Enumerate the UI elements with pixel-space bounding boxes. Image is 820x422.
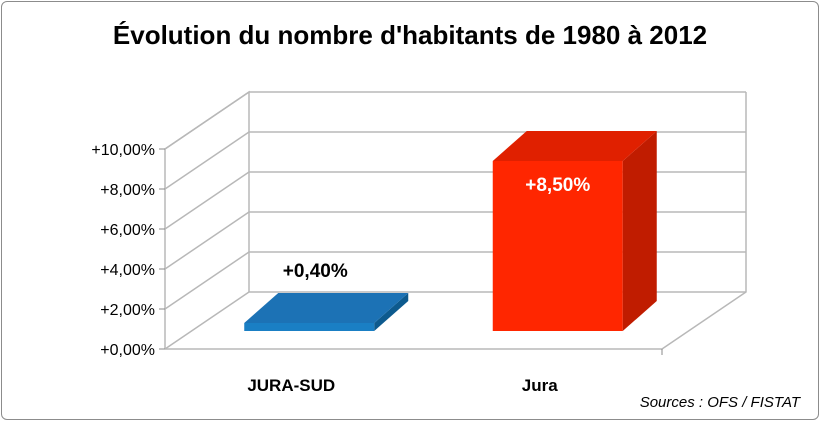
data-label: +0,40% bbox=[283, 261, 348, 282]
y-tick-label: +2,00% bbox=[100, 302, 155, 319]
data-label: +8,50% bbox=[525, 175, 590, 196]
category-label: JURA-SUD bbox=[247, 376, 335, 395]
bar-front bbox=[492, 161, 623, 331]
bar-top bbox=[244, 293, 409, 323]
gridline bbox=[164, 171, 746, 230]
gridline bbox=[164, 131, 746, 190]
bar-jura bbox=[492, 131, 657, 331]
y-tick-label: +0,00% bbox=[100, 342, 155, 359]
bar-top bbox=[492, 131, 657, 161]
bar-side bbox=[374, 293, 409, 331]
bar-jura-sud bbox=[244, 293, 409, 331]
y-tick-label: +10,00% bbox=[91, 142, 155, 159]
gridline bbox=[164, 251, 746, 310]
bar-front bbox=[244, 323, 375, 331]
gridline bbox=[164, 91, 746, 150]
y-tick-label: +8,00% bbox=[100, 182, 155, 199]
category-label: Jura bbox=[522, 376, 558, 395]
y-tick-label: +6,00% bbox=[100, 222, 155, 239]
floor-edge bbox=[165, 92, 747, 350]
chart-title: Évolution du nombre d'habitants de 1980 … bbox=[112, 20, 708, 50]
y-tick-label: +4,00% bbox=[100, 262, 155, 279]
gridline bbox=[164, 211, 746, 270]
bar-side bbox=[622, 131, 657, 331]
source-note: Sources : OFS / FISTAT bbox=[639, 394, 800, 411]
